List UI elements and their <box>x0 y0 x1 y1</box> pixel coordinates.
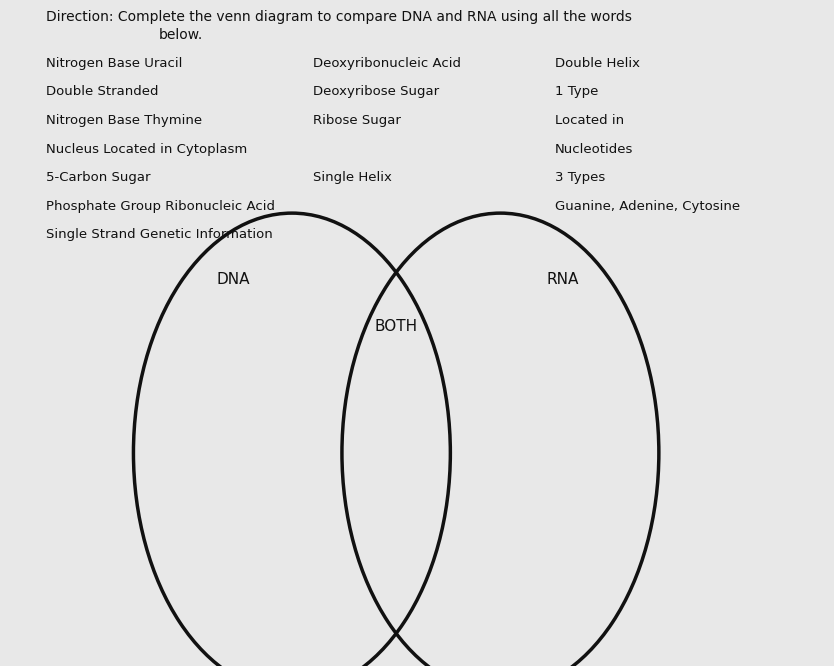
Text: Double Stranded: Double Stranded <box>46 85 158 99</box>
Text: Single Helix: Single Helix <box>313 171 392 184</box>
Text: Single Strand Genetic Information: Single Strand Genetic Information <box>46 228 273 242</box>
Text: Located in: Located in <box>555 114 624 127</box>
Text: Guanine, Adenine, Cytosine: Guanine, Adenine, Cytosine <box>555 200 740 213</box>
Text: Nitrogen Base Uracil: Nitrogen Base Uracil <box>46 57 183 70</box>
Text: Double Helix: Double Helix <box>555 57 640 70</box>
Text: 3 Types: 3 Types <box>555 171 605 184</box>
Text: 1 Type: 1 Type <box>555 85 598 99</box>
Text: Nucleus Located in Cytoplasm: Nucleus Located in Cytoplasm <box>46 143 247 156</box>
Text: Deoxyribose Sugar: Deoxyribose Sugar <box>313 85 439 99</box>
Text: Ribose Sugar: Ribose Sugar <box>313 114 400 127</box>
Text: Nitrogen Base Thymine: Nitrogen Base Thymine <box>46 114 202 127</box>
Text: 5-Carbon Sugar: 5-Carbon Sugar <box>46 171 150 184</box>
Text: BOTH: BOTH <box>374 319 418 334</box>
Text: Nucleotides: Nucleotides <box>555 143 633 156</box>
Text: DNA: DNA <box>217 272 250 287</box>
Text: Direction: Complete the venn diagram to compare DNA and RNA using all the words: Direction: Complete the venn diagram to … <box>46 10 631 24</box>
Text: RNA: RNA <box>547 272 579 287</box>
Text: below.: below. <box>158 28 203 42</box>
Text: Deoxyribonucleic Acid: Deoxyribonucleic Acid <box>313 57 460 70</box>
Text: Phosphate Group Ribonucleic Acid: Phosphate Group Ribonucleic Acid <box>46 200 275 213</box>
